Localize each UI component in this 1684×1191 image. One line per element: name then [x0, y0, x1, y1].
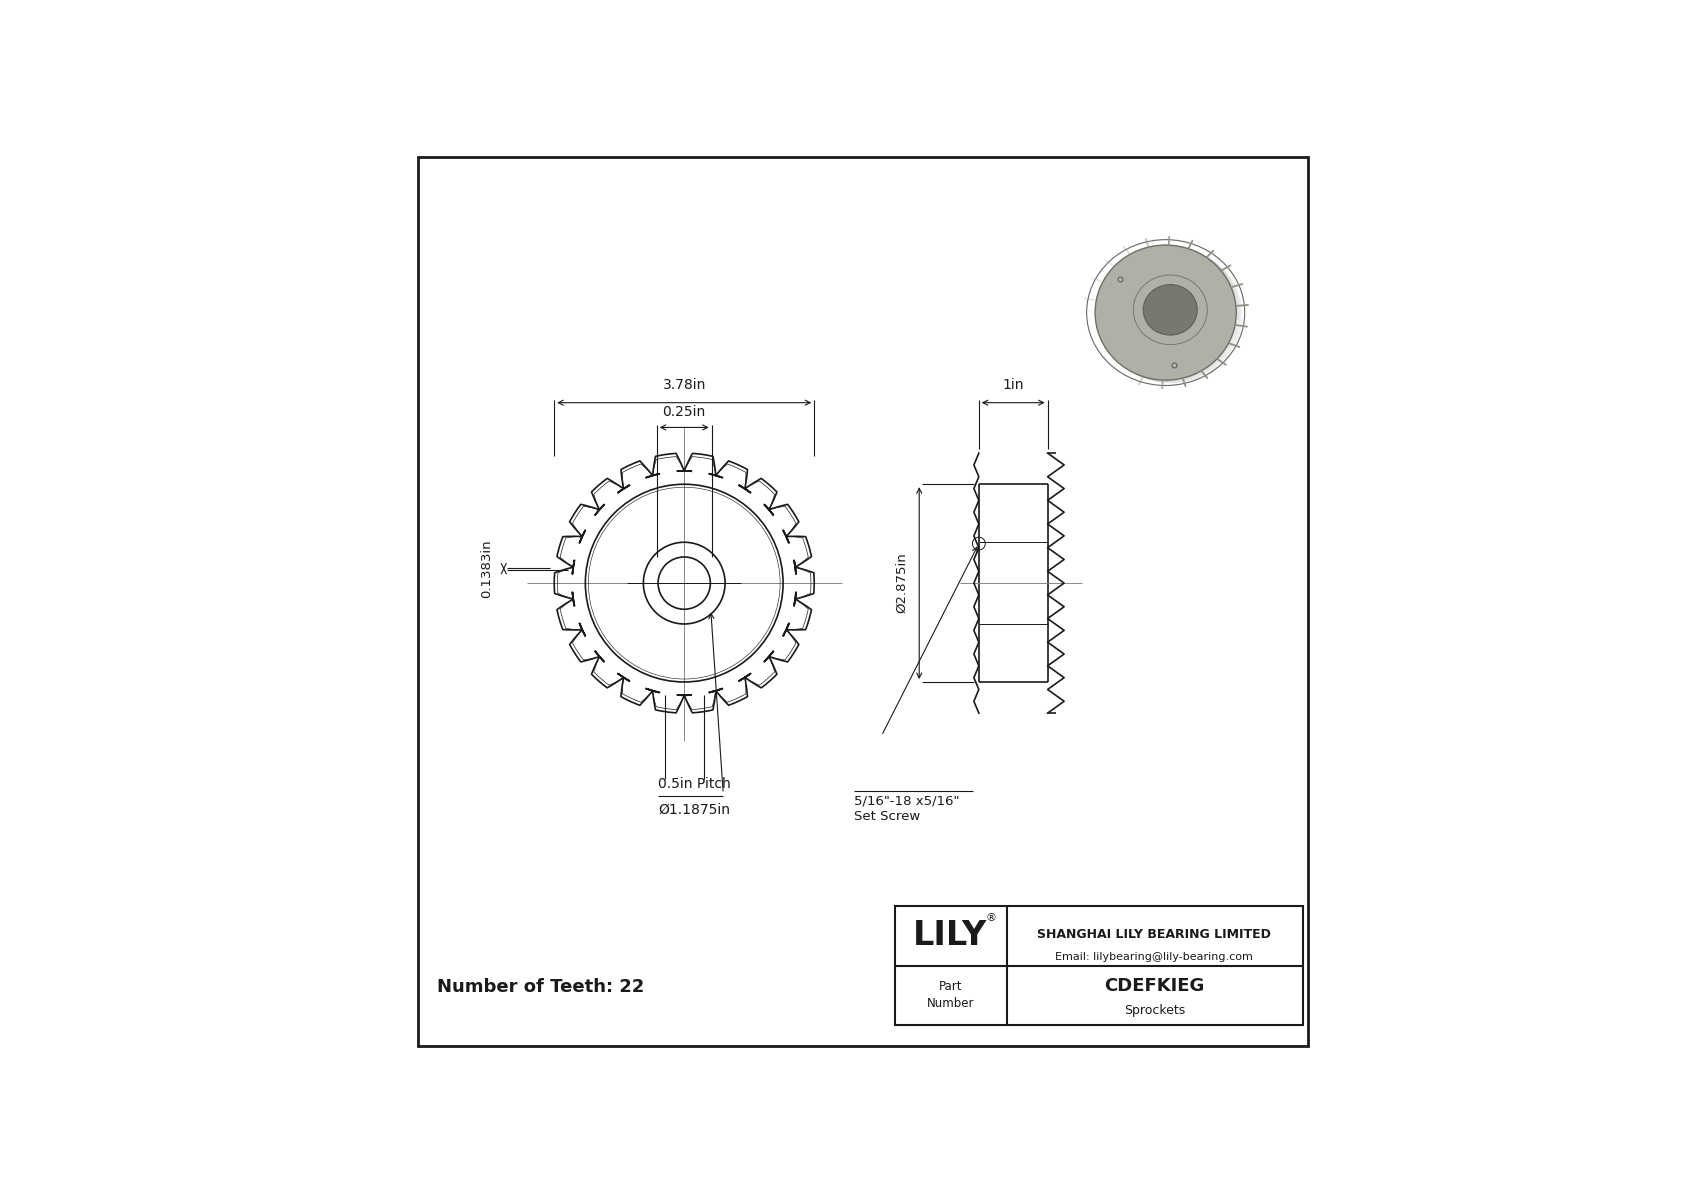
Text: Part
Number: Part Number	[926, 980, 973, 1010]
Text: 0.1383in: 0.1383in	[480, 540, 493, 598]
Text: ®: ®	[985, 912, 997, 923]
Text: Email: lilybearing@lily-bearing.com: Email: lilybearing@lily-bearing.com	[1056, 952, 1253, 962]
Text: Ø2.875in: Ø2.875in	[896, 553, 908, 613]
Text: CDEFKIEG: CDEFKIEG	[1105, 977, 1204, 994]
Text: 5/16"-18 x5/16"
Set Screw: 5/16"-18 x5/16" Set Screw	[854, 794, 960, 823]
Text: 1in: 1in	[1002, 378, 1024, 392]
Text: 3.78in: 3.78in	[662, 378, 706, 392]
Bar	[896, 906, 1303, 1025]
Text: SHANGHAI LILY BEARING LIMITED: SHANGHAI LILY BEARING LIMITED	[1037, 928, 1271, 941]
Ellipse shape	[1143, 285, 1197, 335]
Text: Ø1.1875in: Ø1.1875in	[658, 803, 731, 817]
Text: 0.5in Pitch: 0.5in Pitch	[658, 778, 731, 791]
Text: Sprockets: Sprockets	[1123, 1004, 1186, 1017]
Text: Number of Teeth: 22: Number of Teeth: 22	[436, 978, 643, 996]
Text: LILY: LILY	[913, 919, 987, 953]
Text: 0.25in: 0.25in	[662, 405, 706, 419]
Ellipse shape	[1095, 245, 1236, 380]
